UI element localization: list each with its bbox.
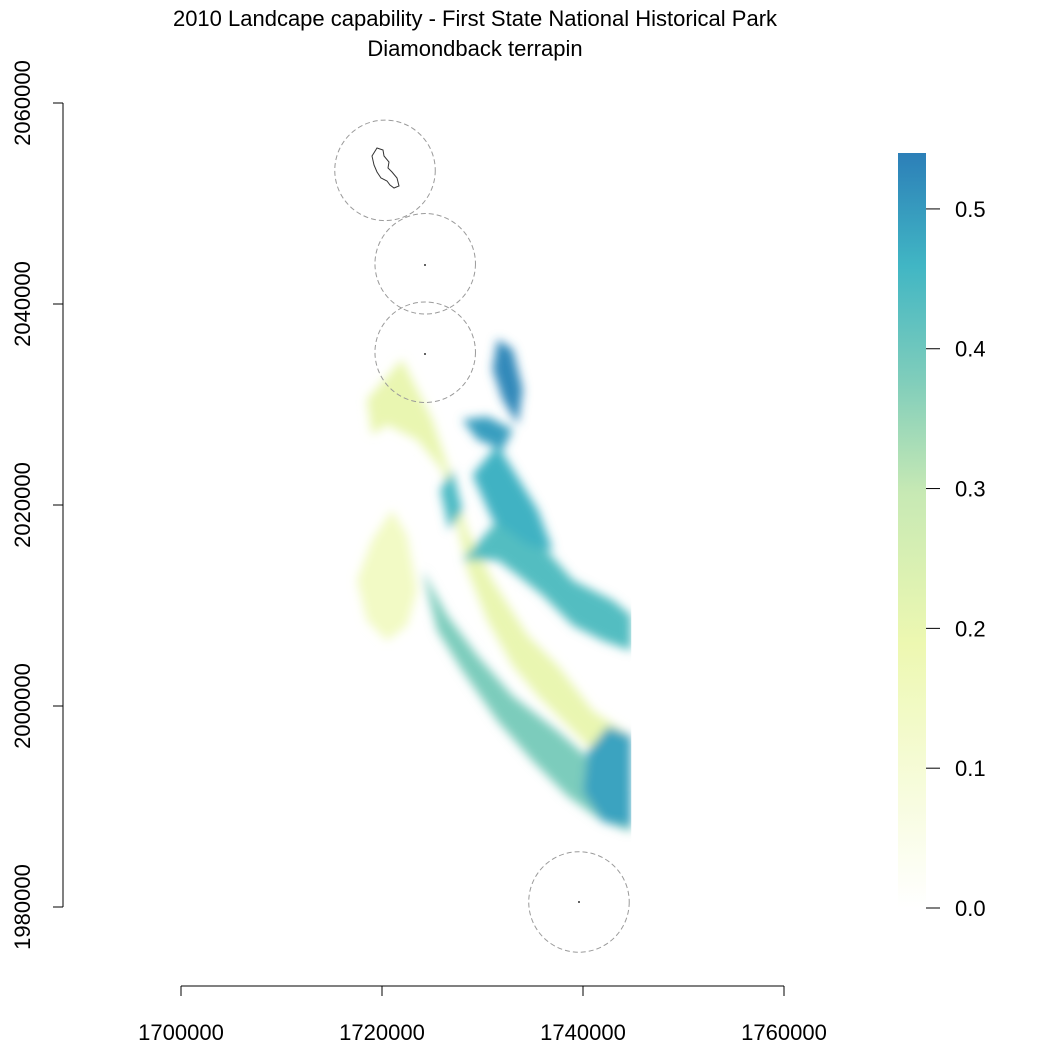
park-buffers [334,119,630,953]
y-axis: 1980000 2000000 2020000 2040000 2060000 [10,60,64,950]
park-boundary-outline [371,147,400,189]
capability-zone [583,726,632,827]
legend-tick-label: 0.5 [955,197,986,222]
park-buffer-circle [374,301,476,403]
park-site-marker [424,353,426,355]
park-buffer-circle [374,213,476,315]
legend-tick-label: 0.4 [955,337,986,362]
capability-zone [462,520,632,651]
park-site-marker [578,901,580,903]
map-subtitle: Diamondback terrapin [367,36,582,61]
park-buffer-circle [528,851,630,953]
capability-zone [366,359,632,792]
legend-tick-label: 0.3 [955,477,986,502]
y-tick-label: 2020000 [10,462,35,548]
capability-zone [422,570,632,832]
color-legend: 0.0 0.1 0.2 0.3 0.4 0.5 [898,153,986,921]
park-buffer-circle [334,119,436,222]
x-tick-label: 1720000 [339,1020,425,1045]
y-tick-label: 1980000 [10,864,35,950]
y-tick-label: 2000000 [10,663,35,749]
capability-zone [492,339,523,425]
legend-tick-label: 0.1 [955,756,986,781]
x-tick-label: 1760000 [741,1020,827,1045]
capability-zone [356,510,418,641]
capability-raster [356,339,632,832]
park-site-marker [424,264,426,266]
map-title: 2010 Landcape capability - First State N… [173,6,778,31]
legend-color-bar [898,153,926,908]
y-tick-label: 2060000 [10,60,35,146]
x-tick-label: 1700000 [138,1020,224,1045]
capability-zone [472,444,553,551]
x-tick-label: 1740000 [540,1020,626,1045]
legend-tick-label: 0.2 [955,616,986,641]
capability-zone [440,469,463,531]
x-axis: 1700000 1720000 1740000 1760000 [138,985,827,1045]
legend-tick-label: 0.0 [955,896,986,921]
capability-zone [462,416,513,450]
y-tick-label: 2040000 [10,261,35,347]
